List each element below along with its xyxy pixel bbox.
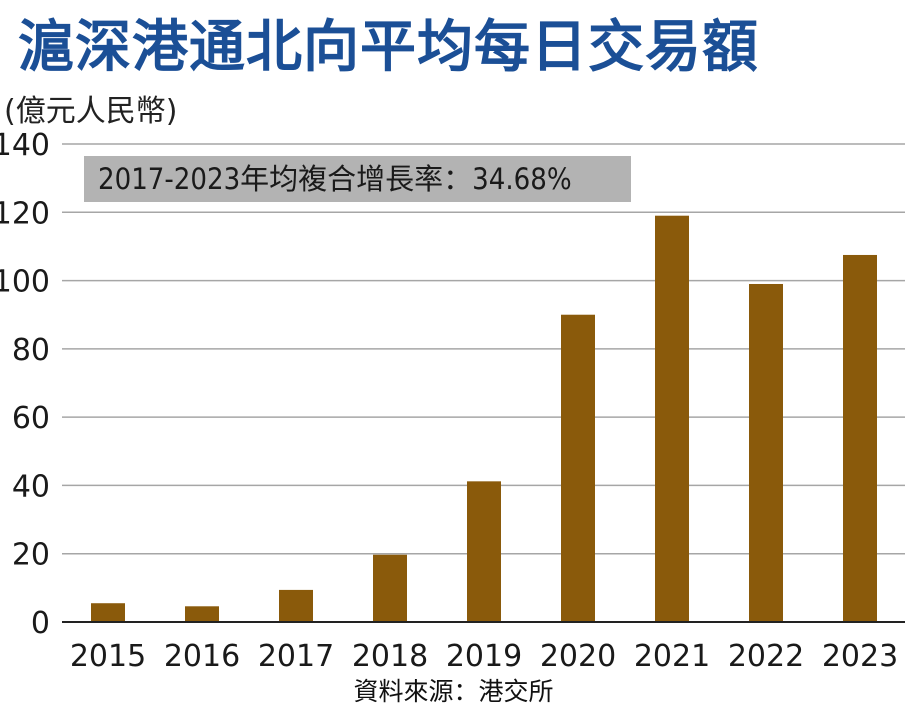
- bar-2020: [561, 314, 595, 622]
- y-tick-label: 60: [12, 401, 50, 436]
- x-tick-label: 2021: [634, 639, 710, 674]
- source-note: 資料來源：港交所: [353, 677, 554, 706]
- bar-2023: [843, 254, 877, 622]
- y-axis-unit-label: (億元人民幣): [4, 94, 178, 129]
- x-tick-label: 2023: [822, 639, 898, 674]
- y-tick-label: 40: [12, 469, 50, 504]
- bar-2021: [655, 215, 689, 622]
- x-axis-ticks: 2015 2016 2017 2018 2019 2020 2021 2022 2023: [70, 639, 898, 674]
- y-axis-ticks: 0 20 40 60 80 100 120 140: [0, 128, 50, 641]
- bar-2022: [749, 283, 783, 622]
- y-tick-label: 100: [0, 265, 50, 300]
- x-tick-label: 2017: [258, 639, 334, 674]
- x-tick-label: 2018: [352, 639, 428, 674]
- bar-2017: [279, 589, 313, 622]
- x-tick-label: 2016: [164, 639, 240, 674]
- y-tick-label: 80: [12, 333, 50, 368]
- y-tick-label: 0: [31, 606, 50, 641]
- bar-2016: [185, 606, 219, 622]
- x-tick-label: 2019: [446, 639, 522, 674]
- bar-2019: [467, 481, 501, 622]
- y-tick-label: 140: [0, 128, 50, 163]
- x-tick-label: 2020: [540, 639, 616, 674]
- x-tick-label: 2022: [728, 639, 804, 674]
- y-tick-label: 120: [0, 196, 50, 231]
- bar-2015: [91, 603, 125, 622]
- y-tick-label: 20: [12, 538, 50, 573]
- growth-rate-annotation: 2017-2023年均複合增長率：34.68%: [84, 156, 631, 202]
- bars: [91, 215, 877, 622]
- chart-title: 滬深港通北向平均每日交易額: [18, 15, 759, 80]
- bar-2018: [373, 554, 407, 622]
- x-tick-label: 2015: [70, 639, 146, 674]
